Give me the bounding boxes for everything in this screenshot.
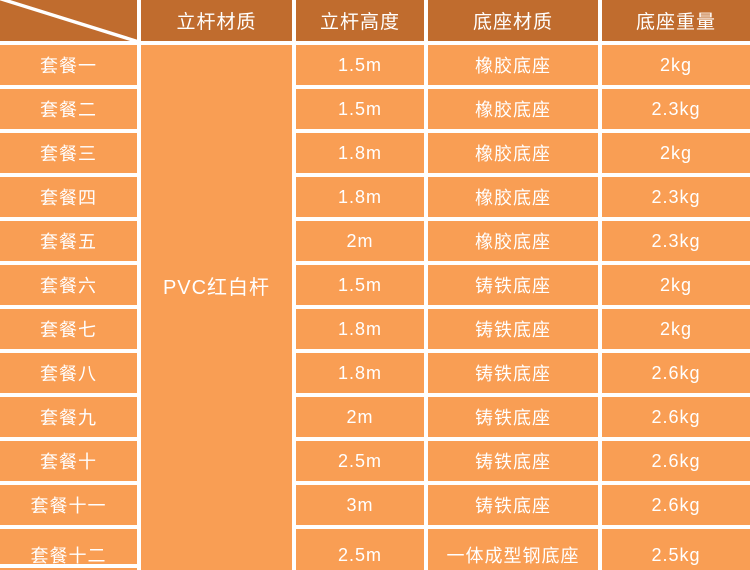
package-name-cell: 套餐十二 [0, 529, 137, 570]
pole-material-merged-cell: PVC红白杆 [141, 45, 292, 570]
base-weight-cell: 2.3kg [602, 177, 750, 217]
base-material-cell: 铸铁底座 [428, 441, 598, 481]
pole-height-cell: 3m [296, 485, 424, 525]
base-material-cell: 铸铁底座 [428, 265, 598, 305]
pole-height-cell: 1.8m [296, 177, 424, 217]
corner-diagonal-cell [0, 0, 137, 41]
base-material-cell: 铸铁底座 [428, 397, 598, 437]
package-name-cell: 套餐十一 [0, 485, 137, 525]
diagonal-divider-icon [0, 0, 137, 41]
pole-height-cell: 2.5m [296, 441, 424, 481]
package-name-cell: 套餐八 [0, 353, 137, 393]
base-weight-cell: 2kg [602, 265, 750, 305]
base-weight-cell: 2.3kg [602, 89, 750, 129]
pole-height-cell: 1.5m [296, 45, 424, 85]
base-weight-cell: 2.6kg [602, 441, 750, 481]
package-name-cell: 套餐七 [0, 309, 137, 349]
base-weight-cell: 2kg [602, 309, 750, 349]
package-name-cell: 套餐四 [0, 177, 137, 217]
base-material-cell: 橡胶底座 [428, 133, 598, 173]
pole-height-cell: 2m [296, 221, 424, 261]
col-header-base-weight: 底座重量 [602, 0, 750, 41]
base-weight-cell: 2kg [602, 45, 750, 85]
base-material-cell: 橡胶底座 [428, 177, 598, 217]
pole-height-cell: 2.5m [296, 529, 424, 570]
base-material-cell: 橡胶底座 [428, 221, 598, 261]
base-material-cell: 橡胶底座 [428, 89, 598, 129]
base-weight-cell: 2.5kg [602, 529, 750, 570]
base-material-cell: 铸铁底座 [428, 309, 598, 349]
package-name-cell: 套餐九 [0, 397, 137, 437]
base-weight-cell: 2.6kg [602, 485, 750, 525]
base-weight-cell: 2.6kg [602, 353, 750, 393]
col-header-pole-material: 立杆材质 [141, 0, 292, 41]
col-header-pole-height: 立杆高度 [296, 0, 424, 41]
pole-height-cell: 1.8m [296, 353, 424, 393]
pole-height-cell: 1.5m [296, 265, 424, 305]
base-material-cell: 一体成型钢底座 [428, 529, 598, 570]
base-material-cell: 铸铁底座 [428, 485, 598, 525]
pole-height-cell: 1.8m [296, 309, 424, 349]
pole-height-cell: 2m [296, 397, 424, 437]
base-material-cell: 橡胶底座 [428, 45, 598, 85]
base-weight-cell: 2.6kg [602, 397, 750, 437]
package-name-cell: 套餐十 [0, 441, 137, 481]
base-material-cell: 铸铁底座 [428, 353, 598, 393]
package-name-cell: 套餐一 [0, 45, 137, 85]
base-weight-cell: 2.3kg [602, 221, 750, 261]
package-name-cell: 套餐三 [0, 133, 137, 173]
package-name-cell: 套餐六 [0, 265, 137, 305]
package-name-cell: 套餐五 [0, 221, 137, 261]
pole-height-cell: 1.5m [296, 89, 424, 129]
pole-height-cell: 1.8m [296, 133, 424, 173]
base-weight-cell: 2kg [602, 133, 750, 173]
col-header-base-material: 底座材质 [428, 0, 598, 41]
package-name-cell: 套餐二 [0, 89, 137, 129]
